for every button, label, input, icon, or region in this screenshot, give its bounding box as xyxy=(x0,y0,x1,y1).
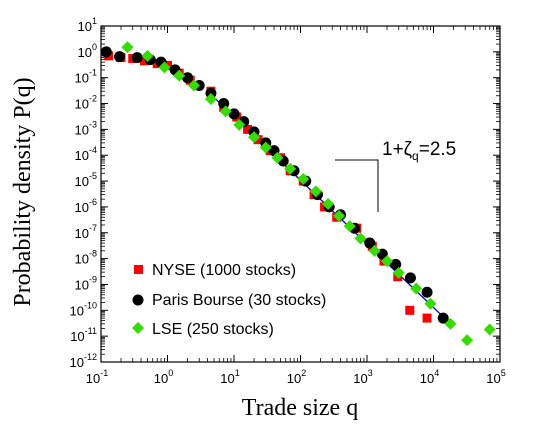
data-point-circle xyxy=(437,312,449,324)
data-point-circle xyxy=(364,237,376,249)
legend-label-nyse: NYSE (1000 stocks) xyxy=(152,262,296,279)
data-point-diamond xyxy=(259,141,272,154)
legend-marker-paris xyxy=(132,294,144,306)
data-point-diamond xyxy=(297,173,310,186)
legend: NYSE (1000 stocks) Paris Bourse (30 stoc… xyxy=(132,262,326,338)
data-point-diamond xyxy=(271,151,284,164)
data-point-circle xyxy=(114,51,126,63)
data-point-diamond xyxy=(187,79,200,92)
annotation-subscript: q xyxy=(412,149,419,163)
data-point-diamond xyxy=(158,61,171,74)
data-point-diamond xyxy=(309,185,322,198)
y-tick-label: 10-1 xyxy=(75,68,97,86)
x-tick-label: 105 xyxy=(486,368,505,386)
data-point-diamond xyxy=(424,297,437,310)
series-2 xyxy=(121,41,496,347)
data-point-diamond xyxy=(392,266,405,279)
y-tick-label: 10-11 xyxy=(70,326,97,344)
data-point-diamond xyxy=(368,244,381,257)
data-point-diamond xyxy=(121,41,134,54)
y-tick-label: 10-5 xyxy=(75,171,97,189)
y-tick-label: 10-10 xyxy=(70,300,97,318)
annotation-main: 1+ζ xyxy=(382,139,413,160)
x-tick-label: 101 xyxy=(220,368,239,386)
data-point-diamond xyxy=(233,118,246,131)
y-tick-label: 10-4 xyxy=(75,145,97,163)
plot-frame xyxy=(100,25,501,363)
data-point-square xyxy=(422,313,432,323)
tick-labels: 10-1 100 101 102 103 104 105 101 100 10-1 10-2 10-3… xyxy=(70,16,506,386)
y-tick-label: 10-6 xyxy=(75,197,97,215)
data-point-circle xyxy=(404,272,416,284)
x-tick-label: 103 xyxy=(353,368,372,386)
y-tick-label: 10-2 xyxy=(75,94,97,112)
x-tick-label: 102 xyxy=(287,368,306,386)
y-tick-label: 100 xyxy=(78,42,97,60)
y-tick-label: 10-12 xyxy=(70,352,97,370)
annotation-group: 1+ζq=2.5 xyxy=(335,139,456,212)
data-point-circle xyxy=(100,46,112,58)
data-point-circle xyxy=(390,258,402,270)
legend-label-lse: LSE (250 stocks) xyxy=(152,321,274,338)
legend-label-paris: Paris Bourse (30 stocks) xyxy=(152,292,326,309)
data-point-square xyxy=(253,135,263,145)
annotation-value: =2.5 xyxy=(419,139,457,160)
data-point-diamond xyxy=(381,255,394,268)
y-tick-label: 10-8 xyxy=(75,249,97,267)
data-point-diamond xyxy=(248,131,261,144)
data-point-diamond xyxy=(284,162,297,175)
y-tick-label: 10-9 xyxy=(75,274,97,292)
data-point-square xyxy=(405,305,415,315)
y-tick-label: 10-3 xyxy=(75,119,97,137)
data-point-diamond xyxy=(204,92,217,105)
data-point-diamond xyxy=(483,323,496,336)
data-point-diamond xyxy=(343,220,356,233)
x-tick-label: 100 xyxy=(154,368,173,386)
data-point-circle xyxy=(182,72,194,84)
data-point-diamond xyxy=(219,105,232,118)
x-tick-label: 10-1 xyxy=(86,368,108,386)
data-point-diamond xyxy=(461,334,474,347)
data-point-square xyxy=(243,124,253,134)
data-point-diamond xyxy=(444,317,457,330)
data-point-diamond xyxy=(322,197,335,210)
tick-marks xyxy=(100,25,501,363)
data-point-diamond xyxy=(333,209,346,222)
data-points xyxy=(100,41,496,347)
legend-marker-nyse xyxy=(134,265,143,274)
y-tick-label: 101 xyxy=(78,16,97,34)
x-tick-label: 104 xyxy=(420,368,439,386)
y-tick-label: 10-7 xyxy=(75,223,97,241)
data-point-diamond xyxy=(410,282,423,295)
legend-marker-lse xyxy=(132,322,144,334)
data-point-circle xyxy=(131,52,143,64)
data-point-square xyxy=(139,56,149,66)
annotation-bracket xyxy=(335,159,379,212)
data-point-diamond xyxy=(354,232,367,245)
y-axis-title: Probability density P(q) xyxy=(10,77,36,306)
data-point-circle xyxy=(421,286,433,298)
x-axis-title: Trade size q xyxy=(242,395,358,421)
data-point-diamond xyxy=(173,69,186,82)
annotation-label: 1+ζq=2.5 xyxy=(382,139,456,163)
data-point-diamond xyxy=(141,49,154,62)
